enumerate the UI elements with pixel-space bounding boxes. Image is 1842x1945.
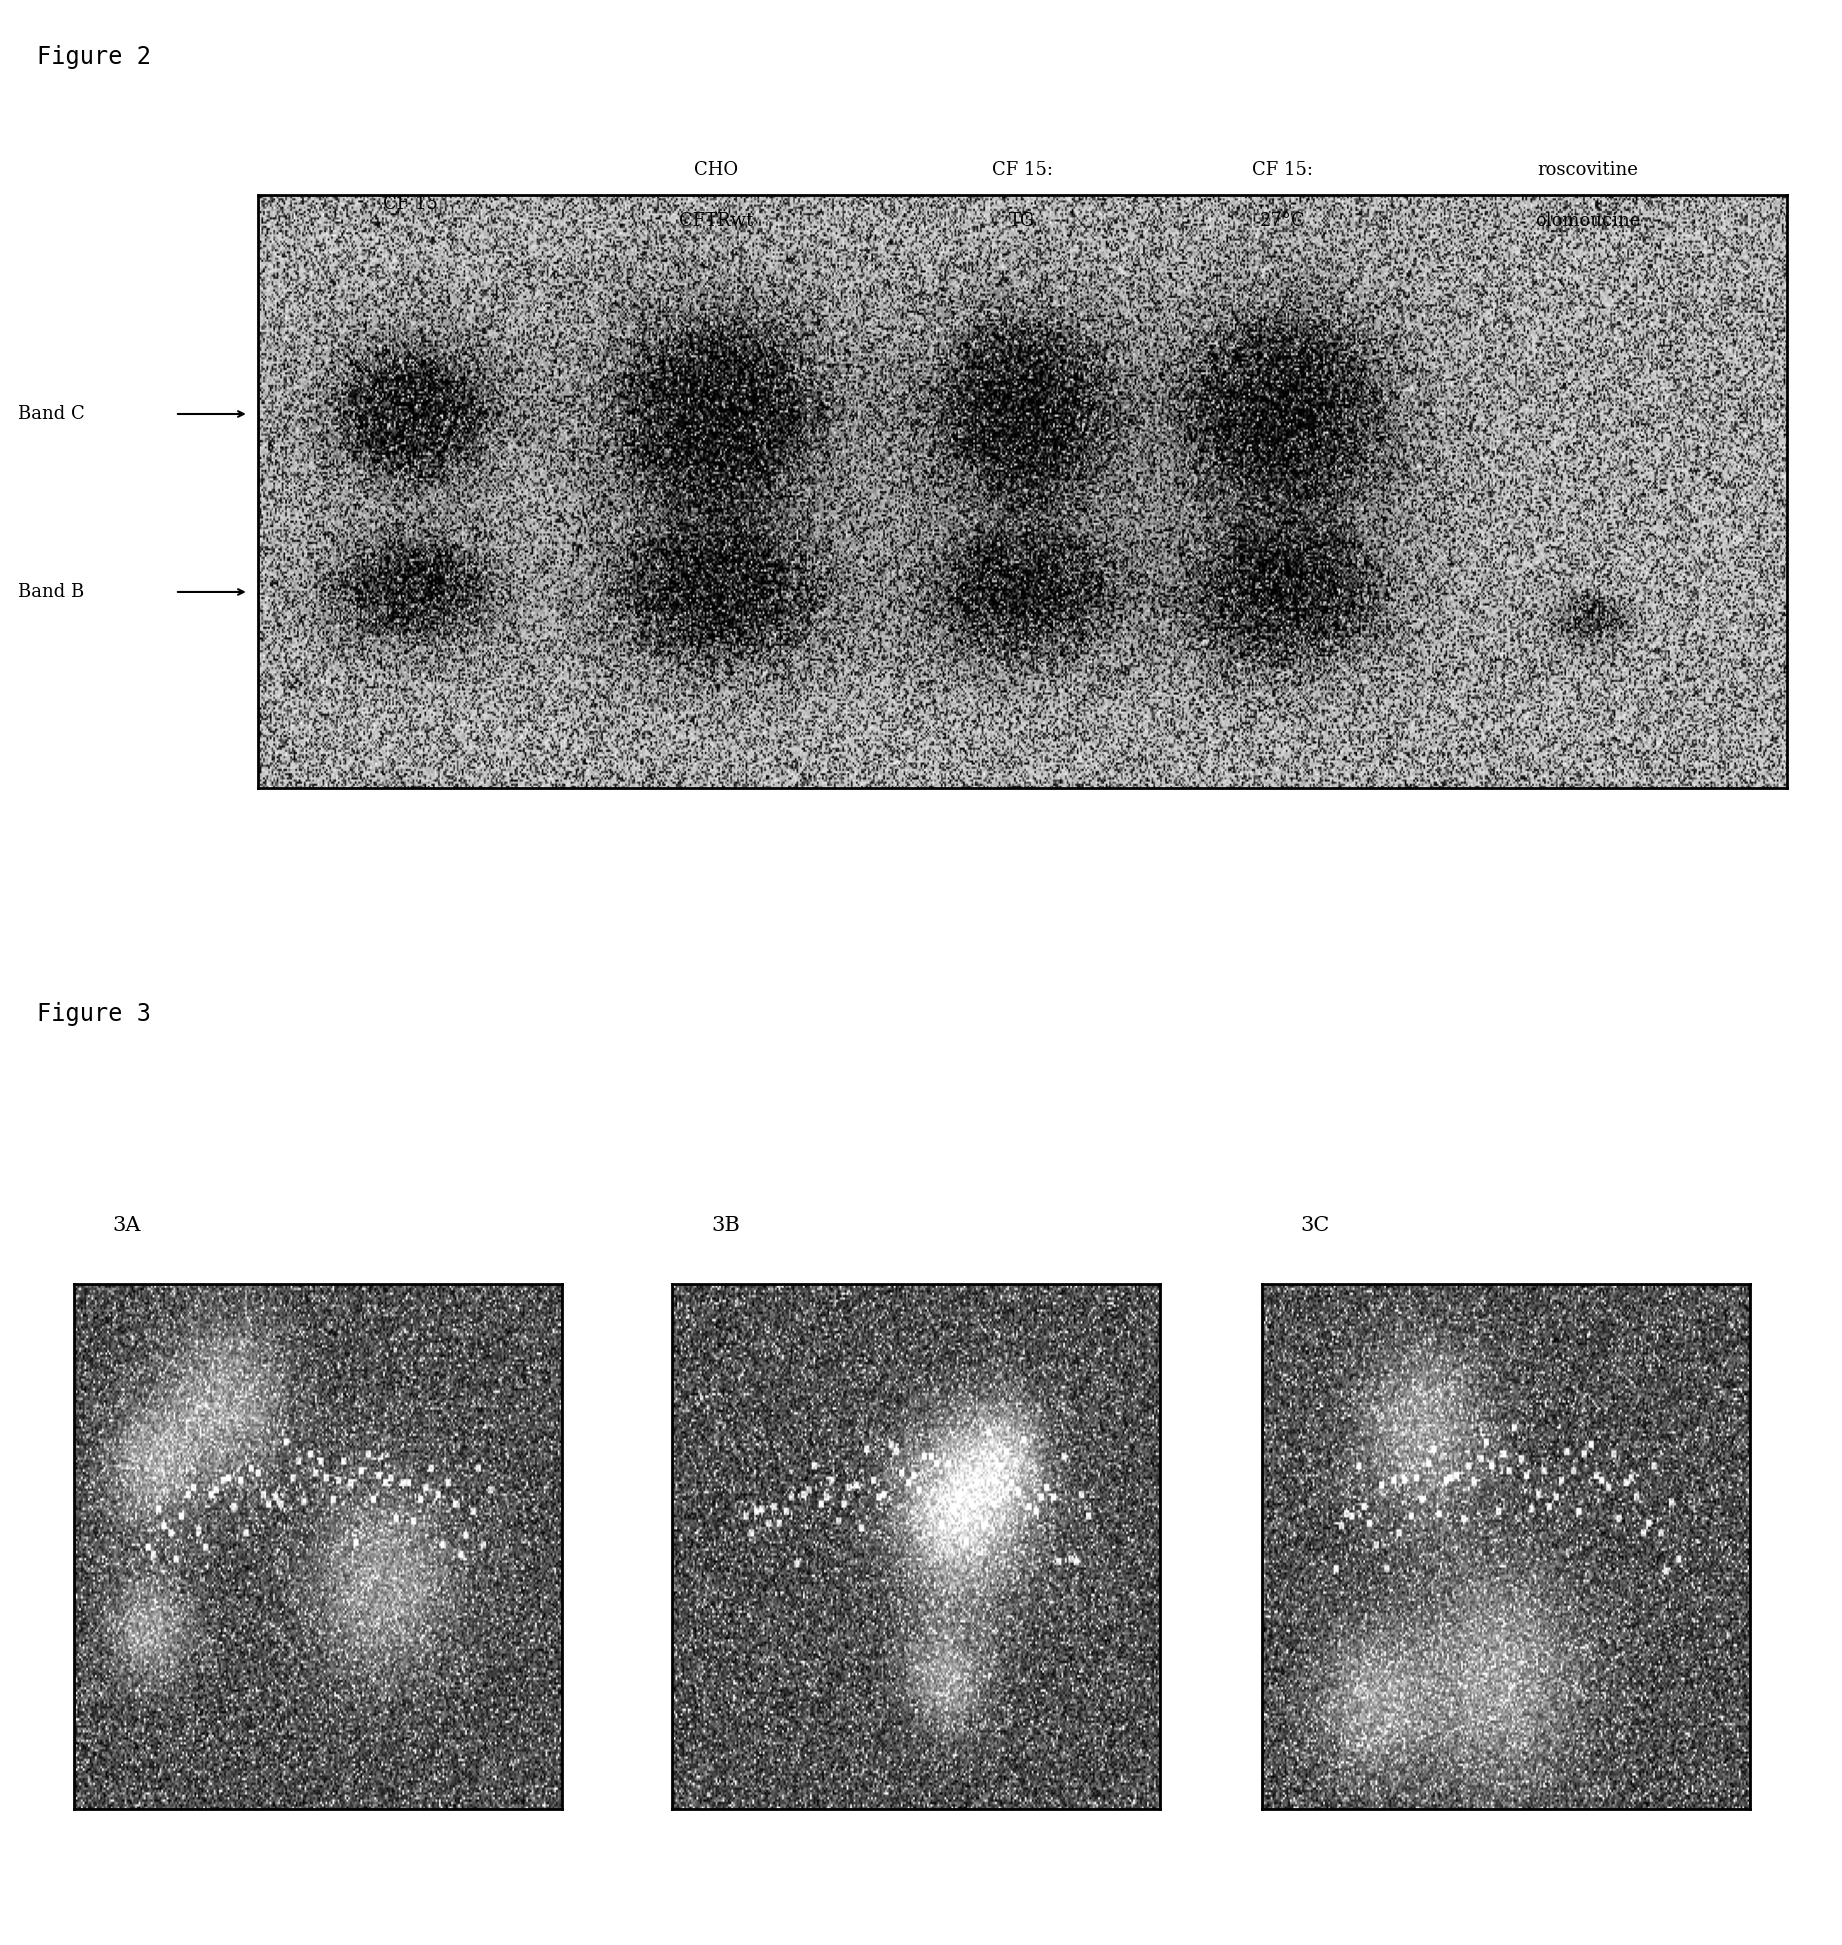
Text: 3B: 3B bbox=[711, 1216, 740, 1235]
Text: CHO: CHO bbox=[694, 161, 739, 179]
Text: 3A: 3A bbox=[112, 1216, 142, 1235]
Text: CFTRwt: CFTRwt bbox=[680, 212, 753, 230]
Text: Figure 3: Figure 3 bbox=[37, 1002, 151, 1025]
Text: CF 15:: CF 15: bbox=[991, 161, 1054, 179]
Text: Band C: Band C bbox=[18, 405, 85, 422]
Text: 3C: 3C bbox=[1300, 1216, 1330, 1235]
Text: Band B: Band B bbox=[18, 584, 85, 601]
Text: roscovitine: roscovitine bbox=[1538, 161, 1638, 179]
Text: CF 15: CF 15 bbox=[383, 194, 438, 214]
Text: 27°C: 27°C bbox=[1260, 212, 1304, 230]
Text: Figure 2: Figure 2 bbox=[37, 45, 151, 68]
Text: CF 15:: CF 15: bbox=[1253, 161, 1313, 179]
Text: TG: TG bbox=[1009, 212, 1035, 230]
Text: olomoucine: olomoucine bbox=[1534, 212, 1641, 230]
